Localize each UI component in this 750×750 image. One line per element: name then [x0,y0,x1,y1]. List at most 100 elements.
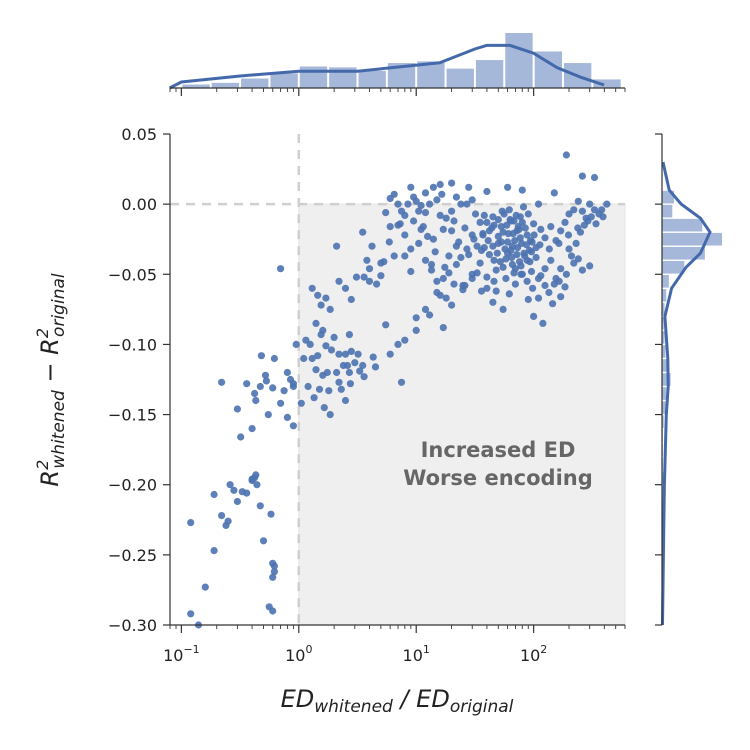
scatter-point [502,274,510,283]
scatter-point [377,272,385,280]
scatter-point [547,223,555,231]
scatter-point [386,350,394,358]
scatter-point [335,277,343,285]
scatter-point [598,206,606,214]
right-hist-bar [662,373,671,386]
scatter-point [516,234,524,242]
scatter-point [267,510,275,518]
scatter-point [497,223,505,231]
y-tick-label: −0.05 [108,265,157,284]
scatter-point [429,183,437,191]
y-label-sup-a: 2 [33,460,52,470]
shaded-region [298,203,626,626]
scatter-point [280,387,288,395]
scatter-point [300,354,308,363]
scatter-point [557,293,565,301]
scatter-point [382,321,390,329]
scatter-point [322,342,330,350]
scatter-point [410,217,418,225]
scatter-point [371,363,380,371]
scatter-point [319,326,327,334]
scatter-point [547,256,555,264]
scatter-point [578,207,587,215]
right-hist-bar [662,415,664,428]
right-hist-bar [662,401,666,414]
scatter-point [426,311,434,319]
scatter-point [534,294,543,302]
top-hist-bar [241,78,269,88]
scatter-point [450,217,458,225]
scatter-point [256,382,264,391]
scatter-point [603,200,611,208]
scatter-point [494,232,502,240]
scatter-point [534,200,543,208]
scatter-point [452,260,460,269]
scatter-point [539,319,547,327]
scatter-point [248,425,256,433]
scatter-point [523,277,531,285]
scatter-point [373,280,381,288]
scatter-point [427,260,436,269]
scatter-point [471,210,480,218]
scatter-point [283,368,291,377]
scatter-point [210,490,218,499]
scatter-point [289,422,297,430]
scatter-point [210,547,218,555]
scatter-point [417,201,425,210]
scatter-point [507,246,515,254]
scatter-point [230,486,238,494]
scatter-point [452,193,460,201]
scatter-point [415,239,423,247]
right-hist-bar [662,204,673,218]
x-tick-label: 10−1 [163,643,200,665]
scatter-point [521,224,529,232]
scatter-point [492,287,500,295]
scatter-point [468,274,476,283]
scatter-point [433,196,441,204]
top-hist-bar [182,84,210,88]
scatter-point [345,331,353,339]
top-hist-bar [475,60,504,88]
scatter-point [427,266,436,274]
scatter-point [401,336,409,344]
scatter-point [187,610,195,618]
scatter-point [497,238,505,246]
scatter-point [448,207,456,215]
scatter-point [530,231,538,239]
scatter-point [368,242,376,250]
scatter-point [518,239,526,247]
scatter-point [333,368,341,377]
scatter-point [483,284,491,292]
scatter-point [315,385,324,393]
scatter-point [530,220,538,228]
right-hist-bar [662,317,664,330]
scatter-point [521,252,529,260]
scatter-point [347,347,355,355]
top-hist-bar [211,82,240,88]
scatter-point [463,245,471,253]
scatter-point [524,295,532,304]
scatter-point [257,352,265,360]
scatter-point [445,252,453,260]
scatter-point [421,305,430,313]
scatter-point [441,263,449,271]
scatter-point [386,223,394,231]
scatter-point [504,238,512,246]
scatter-point [452,242,460,250]
scatter-point [360,373,368,381]
scatter-point [218,511,226,520]
scatter-point [545,288,553,297]
scatter-point [489,242,497,250]
scatter-point [534,274,543,283]
scatter-point [259,537,268,545]
scatter-point [335,350,343,358]
scatter-point [335,378,343,386]
scatter-point [394,221,402,229]
scatter-point [365,277,374,285]
y-axis-label: R2whitened − R2original [33,273,69,487]
y-tick-label: −0.30 [108,616,157,635]
scatter-point [360,273,368,281]
scatter-point [512,211,520,219]
scatter-point [489,213,497,221]
x-tick-label: 100 [285,643,312,665]
